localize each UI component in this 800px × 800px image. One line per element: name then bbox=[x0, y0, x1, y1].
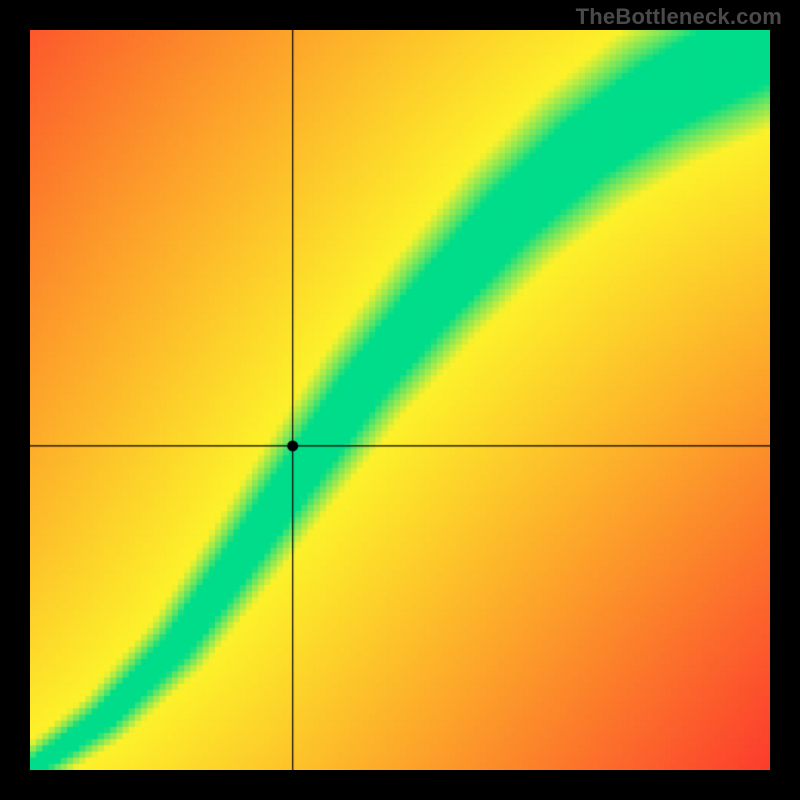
chart-container: TheBottleneck.com bbox=[0, 0, 800, 800]
watermark-text: TheBottleneck.com bbox=[576, 4, 782, 30]
bottleneck-heatmap bbox=[30, 30, 770, 770]
